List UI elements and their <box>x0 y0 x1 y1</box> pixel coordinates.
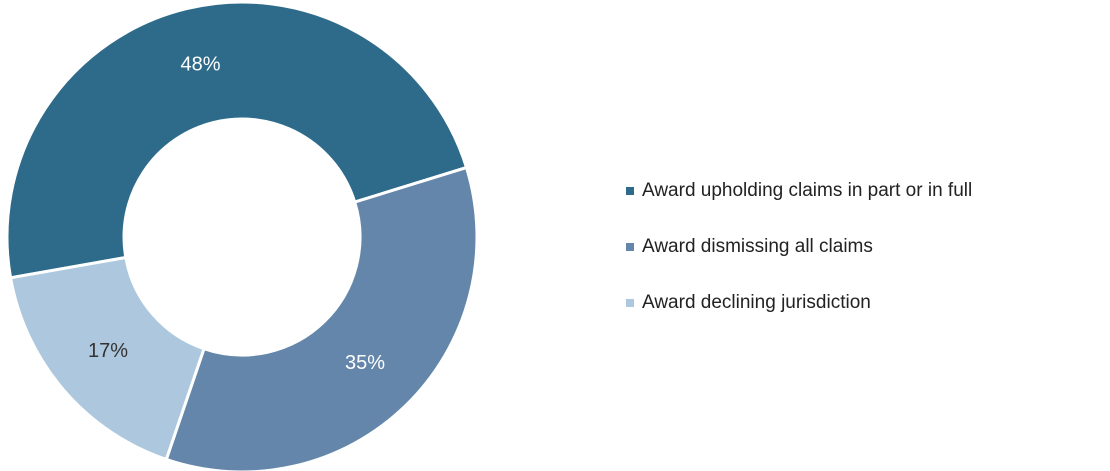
data-label: 48% <box>180 54 220 76</box>
legend-label: Award dismissing all claims <box>642 236 873 257</box>
data-label: 17% <box>88 340 128 362</box>
legend-marker <box>626 299 634 307</box>
data-label: 35% <box>345 352 385 374</box>
donut-slice <box>5 0 469 280</box>
legend-label: Award upholding claims in part or in ful… <box>642 180 972 201</box>
legend-label: Award declining jurisdiction <box>642 292 871 313</box>
donut-slice <box>164 165 479 471</box>
legend-marker <box>626 187 634 195</box>
legend-marker <box>626 243 634 251</box>
donut-slice <box>8 255 206 462</box>
